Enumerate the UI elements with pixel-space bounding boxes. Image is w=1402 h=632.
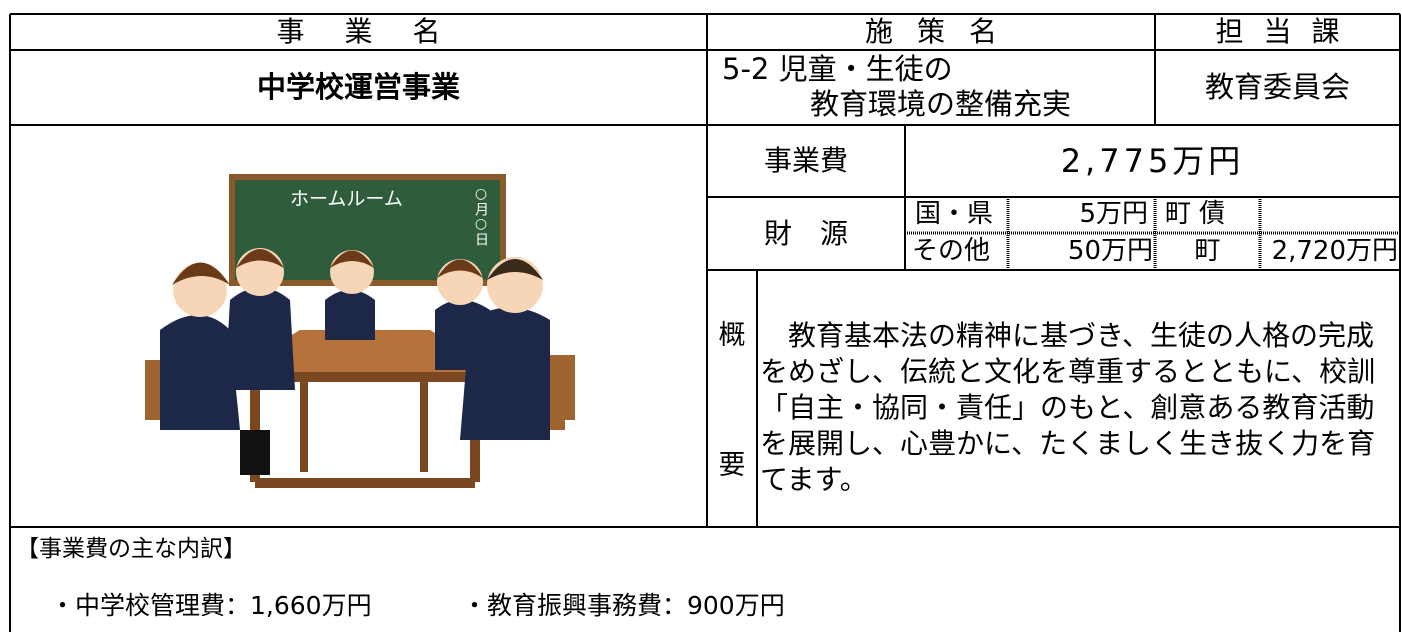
header-project-name: 事業名 <box>276 15 481 48</box>
funding-label: 財源 <box>763 217 876 250</box>
board-date: ○月○日 <box>473 186 489 246</box>
summary-label: 要 <box>718 450 746 481</box>
breakdown-title: 【事業費の主な内訳】 <box>16 536 246 562</box>
department-name: 教育委員会 <box>1204 70 1350 104</box>
funding-source: その他 <box>912 236 991 266</box>
funding-source: 町 <box>1194 236 1221 266</box>
board-title: ホームルーム <box>290 188 403 210</box>
project-name: 中学校運営事業 <box>256 70 460 104</box>
policy-line: 教育環境の整備充実 <box>810 87 1072 121</box>
summary-label: 概 <box>718 320 746 351</box>
cost-label: 事業費 <box>763 144 848 177</box>
header-department: 担当課 <box>1215 15 1360 48</box>
funding-amount: 50万円 <box>1067 236 1153 266</box>
illustration <box>145 174 575 488</box>
breakdown-item: ・中学校管理費：1,660万円 <box>50 591 372 620</box>
funding-source: 国・県 <box>915 199 994 229</box>
funding-amount: 2,720万円 <box>1271 236 1398 266</box>
policy-line: 5-2 児童・生徒の <box>722 52 953 86</box>
breakdown-item: ・教育振興事務費：900万円 <box>462 591 785 620</box>
funding-source: 町債 <box>1165 199 1234 229</box>
funding-amount: 5万円 <box>1079 199 1148 229</box>
header-policy-name: 施策名 <box>864 15 1021 48</box>
summary-text: 教育基本法の精神に基づき、生徒の人格の完成をめざし、伝統と文化を尊重するとともに… <box>760 319 1376 496</box>
cost-value: 2,775万円 <box>1060 142 1245 180</box>
